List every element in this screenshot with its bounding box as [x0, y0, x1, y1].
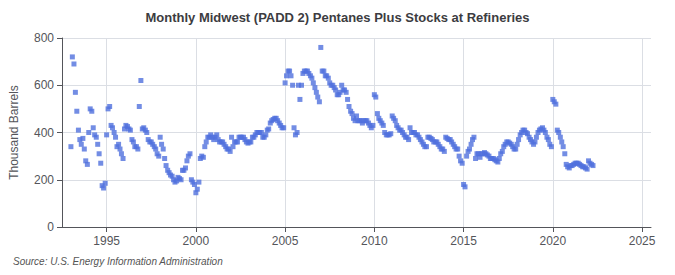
svg-text:1995: 1995 [93, 234, 120, 248]
svg-text:2010: 2010 [361, 234, 388, 248]
svg-text:Thousand Barrels: Thousand Barrels [7, 85, 21, 180]
svg-text:400: 400 [34, 126, 54, 140]
svg-text:200: 200 [34, 173, 54, 187]
svg-text:2025: 2025 [629, 234, 656, 248]
svg-text:2020: 2020 [539, 234, 566, 248]
svg-text:Source: U.S. Energy Informatio: Source: U.S. Energy Information Administ… [13, 256, 223, 267]
svg-text:600: 600 [34, 78, 54, 92]
svg-text:800: 800 [34, 31, 54, 45]
svg-text:0: 0 [47, 220, 54, 234]
svg-text:Monthly Midwest (PADD 2) Penta: Monthly Midwest (PADD 2) Pentanes Plus S… [145, 10, 529, 25]
svg-text:2005: 2005 [272, 234, 299, 248]
svg-text:2015: 2015 [450, 234, 477, 248]
svg-text:2000: 2000 [183, 234, 210, 248]
